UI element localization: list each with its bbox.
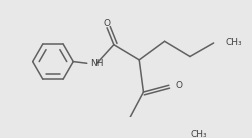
Text: CH₃: CH₃ [191, 130, 207, 138]
Text: CH₃: CH₃ [226, 39, 242, 47]
Text: O: O [104, 19, 111, 28]
Text: NH: NH [90, 59, 104, 68]
Text: O: O [176, 81, 183, 90]
